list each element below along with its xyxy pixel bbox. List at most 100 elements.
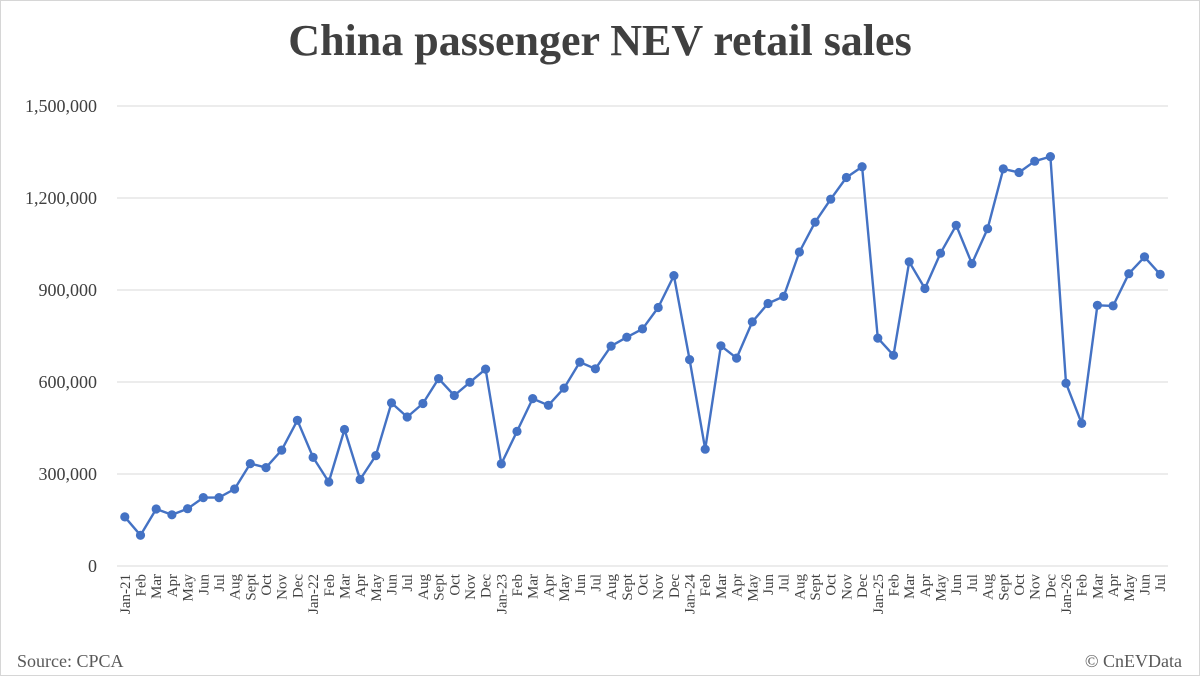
x-tick-label: Jan-21 xyxy=(118,574,134,614)
data-point xyxy=(1092,300,1102,310)
data-point xyxy=(1014,167,1024,178)
x-tick-label: Oct xyxy=(1012,573,1028,595)
x-tick-label: May xyxy=(369,574,385,602)
x-tick-label: Jun xyxy=(573,574,589,595)
data-point xyxy=(1108,301,1118,311)
x-tick-label: Sept xyxy=(620,573,636,601)
data-point xyxy=(183,504,193,514)
copyright-note: © CnEVData xyxy=(1085,651,1182,671)
data-point xyxy=(449,390,459,401)
data-point xyxy=(167,510,177,520)
data-point xyxy=(355,474,365,485)
data-point xyxy=(434,374,444,384)
x-tick-label: Jun xyxy=(385,574,401,595)
data-point xyxy=(669,271,679,281)
chart-title: China passenger NEV retail sales xyxy=(288,16,911,65)
data-point xyxy=(841,172,852,183)
x-tick-label: Dec xyxy=(667,574,683,598)
data-point xyxy=(324,477,334,487)
x-tick-label: Mar xyxy=(526,574,542,599)
x-tick-label: Oct xyxy=(824,573,840,595)
data-point xyxy=(826,194,836,204)
data-point xyxy=(983,224,993,234)
x-tick-label: Apr xyxy=(541,574,557,597)
source-note: Source: CPCA xyxy=(17,651,124,671)
x-tick-label: Apr xyxy=(165,574,181,597)
data-point xyxy=(245,459,255,469)
data-point xyxy=(622,332,632,342)
y-tick-label: 600,000 xyxy=(39,372,98,392)
data-point xyxy=(1155,269,1165,279)
data-point xyxy=(873,333,883,343)
y-tick-label: 300,000 xyxy=(39,464,98,484)
data-point xyxy=(685,355,695,365)
x-tick-label: Jun xyxy=(1137,574,1153,595)
x-tick-label: Feb xyxy=(1075,574,1091,597)
data-point xyxy=(261,463,271,473)
x-tick-label: Sept xyxy=(808,573,824,601)
data-point xyxy=(779,291,789,301)
data-point xyxy=(763,298,773,309)
x-tick-label: Apr xyxy=(918,574,934,597)
x-tick-label: Jan-26 xyxy=(1059,574,1075,614)
x-tick-label: Feb xyxy=(698,574,714,597)
x-tick-label: Jul xyxy=(777,574,793,592)
data-point xyxy=(920,283,930,294)
y-axis-tick-labels: 0 300,000 600,000 900,000 1,200,000 1,500,000 xyxy=(25,96,97,576)
data-point xyxy=(496,459,506,469)
data-point xyxy=(606,341,616,351)
y-tick-label: 1,500,000 xyxy=(25,96,97,116)
x-tick-label: May xyxy=(745,574,761,602)
x-tick-label: Dec xyxy=(479,574,495,598)
series-sales xyxy=(120,152,1165,540)
x-tick-label: Jan-25 xyxy=(871,574,887,614)
x-tick-label: Apr xyxy=(730,574,746,597)
x-tick-label: Jun xyxy=(949,574,965,595)
data-point xyxy=(653,302,663,313)
x-tick-label: Aug xyxy=(416,574,432,600)
data-point xyxy=(151,504,161,514)
data-point xyxy=(1030,156,1040,166)
data-point xyxy=(716,341,726,351)
x-tick-label: Dec xyxy=(855,574,871,598)
x-tick-label: Feb xyxy=(322,574,338,597)
x-tick-label: Apr xyxy=(353,574,369,597)
data-point xyxy=(214,493,224,503)
x-tick-label: Dec xyxy=(1043,574,1059,598)
data-point xyxy=(308,452,318,462)
data-point xyxy=(1061,378,1071,388)
x-tick-label: Nov xyxy=(1028,574,1044,600)
x-tick-label: Nov xyxy=(275,574,291,600)
data-point xyxy=(292,415,302,425)
x-tick-label: Feb xyxy=(510,574,526,597)
x-tick-label: Mar xyxy=(337,574,353,599)
data-point xyxy=(339,424,350,435)
data-point xyxy=(794,247,805,257)
data-point xyxy=(135,530,146,540)
x-tick-label: Feb xyxy=(886,574,902,597)
data-point xyxy=(402,412,412,422)
x-tick-label: Aug xyxy=(792,574,808,600)
x-tick-label: Mar xyxy=(149,574,165,599)
data-point xyxy=(481,364,491,374)
data-point xyxy=(857,162,867,172)
data-point xyxy=(590,364,601,374)
data-point xyxy=(198,493,208,503)
data-point xyxy=(575,357,585,367)
data-point xyxy=(637,324,648,334)
x-tick-label: Nov xyxy=(463,574,479,600)
data-point xyxy=(120,512,130,522)
x-tick-label: May xyxy=(1122,574,1138,602)
data-point xyxy=(1139,252,1150,262)
x-tick-label: May xyxy=(181,574,197,602)
gridlines xyxy=(117,105,1168,567)
x-tick-label: Jan-24 xyxy=(683,574,699,614)
x-tick-label: Nov xyxy=(651,574,667,600)
x-tick-label: Oct xyxy=(447,573,463,595)
x-tick-label: Mar xyxy=(1090,574,1106,599)
x-tick-label: Jan-23 xyxy=(494,574,510,614)
y-tick-label: 1,200,000 xyxy=(25,188,97,208)
data-point xyxy=(967,259,977,269)
data-point xyxy=(951,220,961,230)
data-point xyxy=(386,398,397,408)
